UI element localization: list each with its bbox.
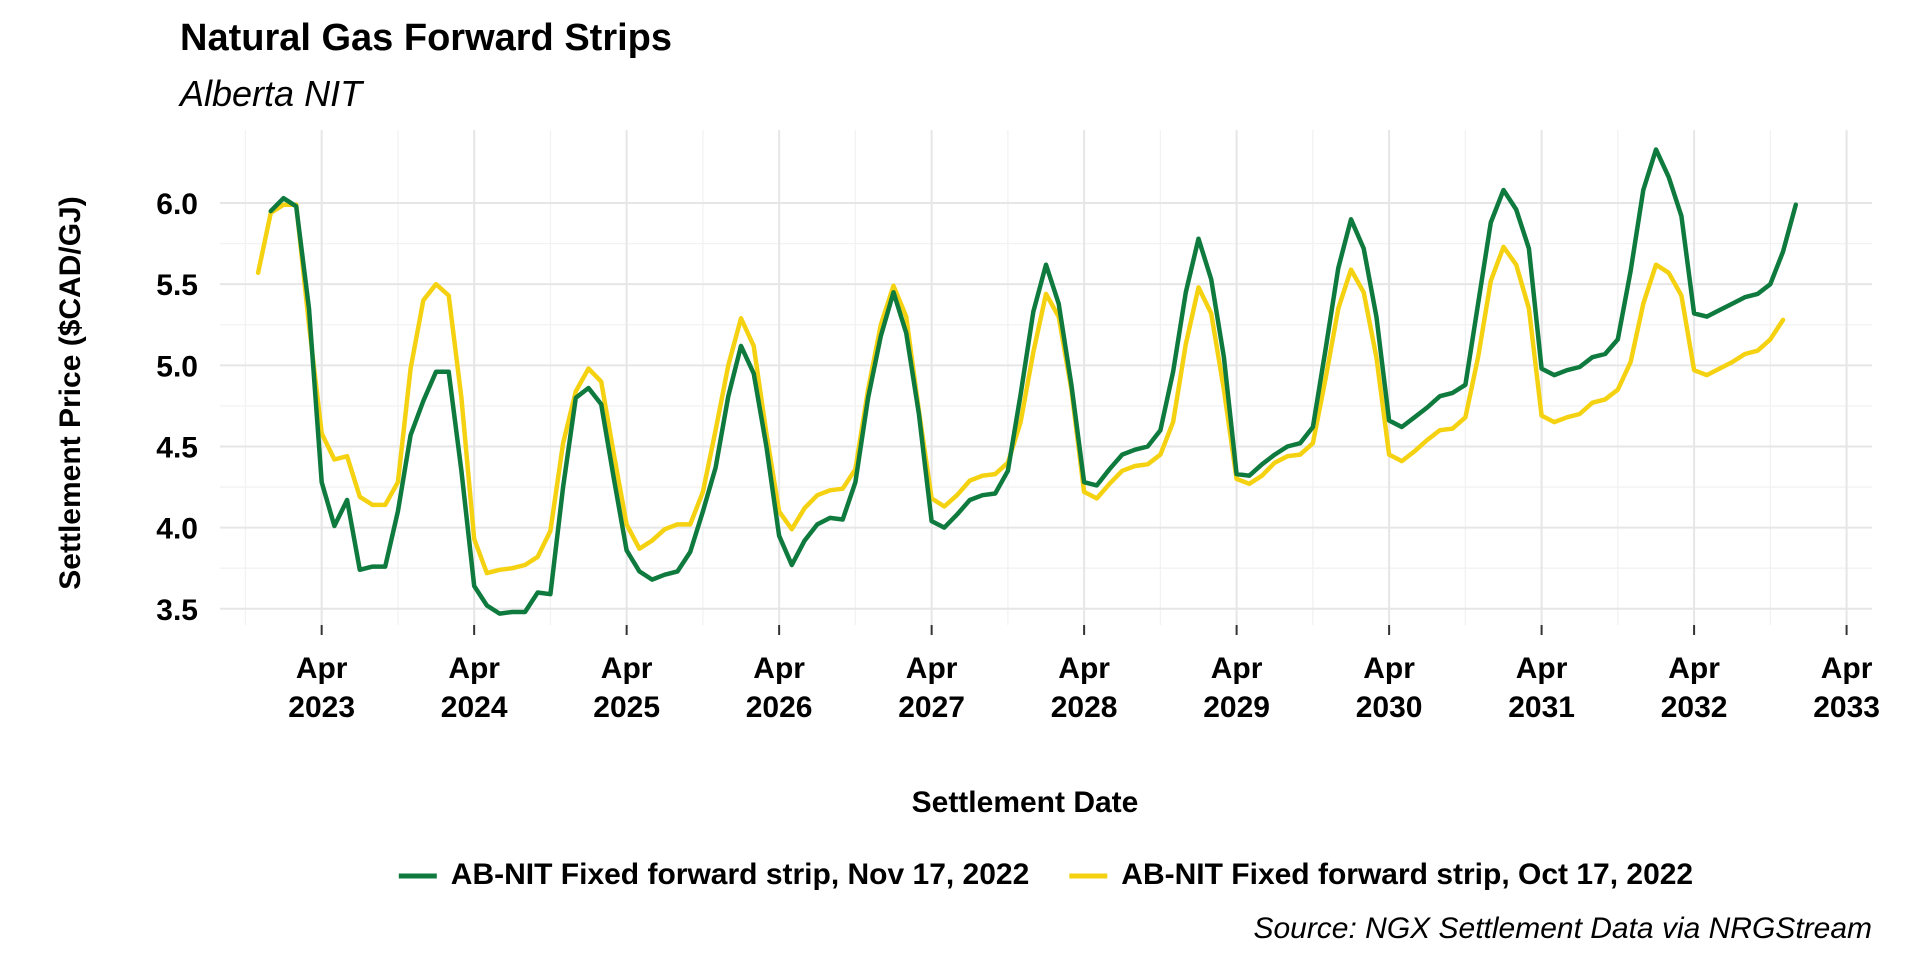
x-tick-month: Apr [1668,652,1720,685]
x-tick-year: 2023 [288,691,355,724]
x-tick-month: Apr [906,652,958,685]
y-tick-label: 4.0 [156,513,198,546]
x-tick-month: Apr [753,652,805,685]
x-tick-year: 2025 [593,691,660,724]
y-tick-label: 5.5 [156,269,198,302]
legend-label-1: AB-NIT Fixed forward strip, Nov 17, 2022 [451,858,1029,891]
x-tick-year: 2030 [1356,691,1423,724]
chart-subtitle: Alberta NIT [178,73,365,114]
caption: Source: NGX Settlement Data via NRGStrea… [1253,912,1872,945]
legend-item-2: AB-NIT Fixed forward strip, Oct 17, 2022 [1069,858,1693,891]
series-line-1 [268,147,1799,616]
x-tick-month: Apr [1516,652,1568,685]
y-tick-label: 4.5 [156,431,198,464]
x-tick-year: 2026 [746,691,813,724]
x-tick-year: 2028 [1051,691,1118,724]
x-axis-label: Settlement Date [912,786,1139,819]
y-tick-label: 3.5 [156,594,198,627]
x-axis-ticks: Apr 2023 Apr 2024 Apr 2025 Apr 2026 Apr 2027 Apr 20… [288,625,1880,724]
x-tick-year: 2033 [1813,691,1880,724]
x-tick-month: Apr [296,652,348,685]
x-tick-month: Apr [1363,652,1415,685]
x-tick-year: 2031 [1508,691,1575,724]
y-tick-label: 5.0 [156,350,198,383]
series-line-2 [255,202,1786,576]
chart-title: Natural Gas Forward Strips [180,17,672,59]
series-layer [255,147,1799,616]
x-tick-month: Apr [1821,652,1873,685]
grid [220,130,1872,625]
legend-label-2: AB-NIT Fixed forward strip, Oct 17, 2022 [1121,858,1693,891]
y-axis-ticks: 3.5 4.0 4.5 5.0 5.5 6.0 [156,188,198,627]
x-tick-month: Apr [448,652,500,685]
x-tick-month: Apr [601,652,653,685]
y-tick-label: 6.0 [156,188,198,221]
y-axis-label: Settlement Price ($CAD/GJ) [54,196,87,589]
legend-item-1: AB-NIT Fixed forward strip, Nov 17, 2022 [398,858,1029,891]
x-tick-month: Apr [1211,652,1263,685]
legend: AB-NIT Fixed forward strip, Nov 17, 2022… [398,858,1693,891]
x-tick-year: 2029 [1203,691,1270,724]
x-tick-year: 2024 [441,691,508,724]
x-tick-year: 2027 [898,691,965,724]
x-tick-year: 2032 [1661,691,1728,724]
x-tick-month: Apr [1058,652,1110,685]
